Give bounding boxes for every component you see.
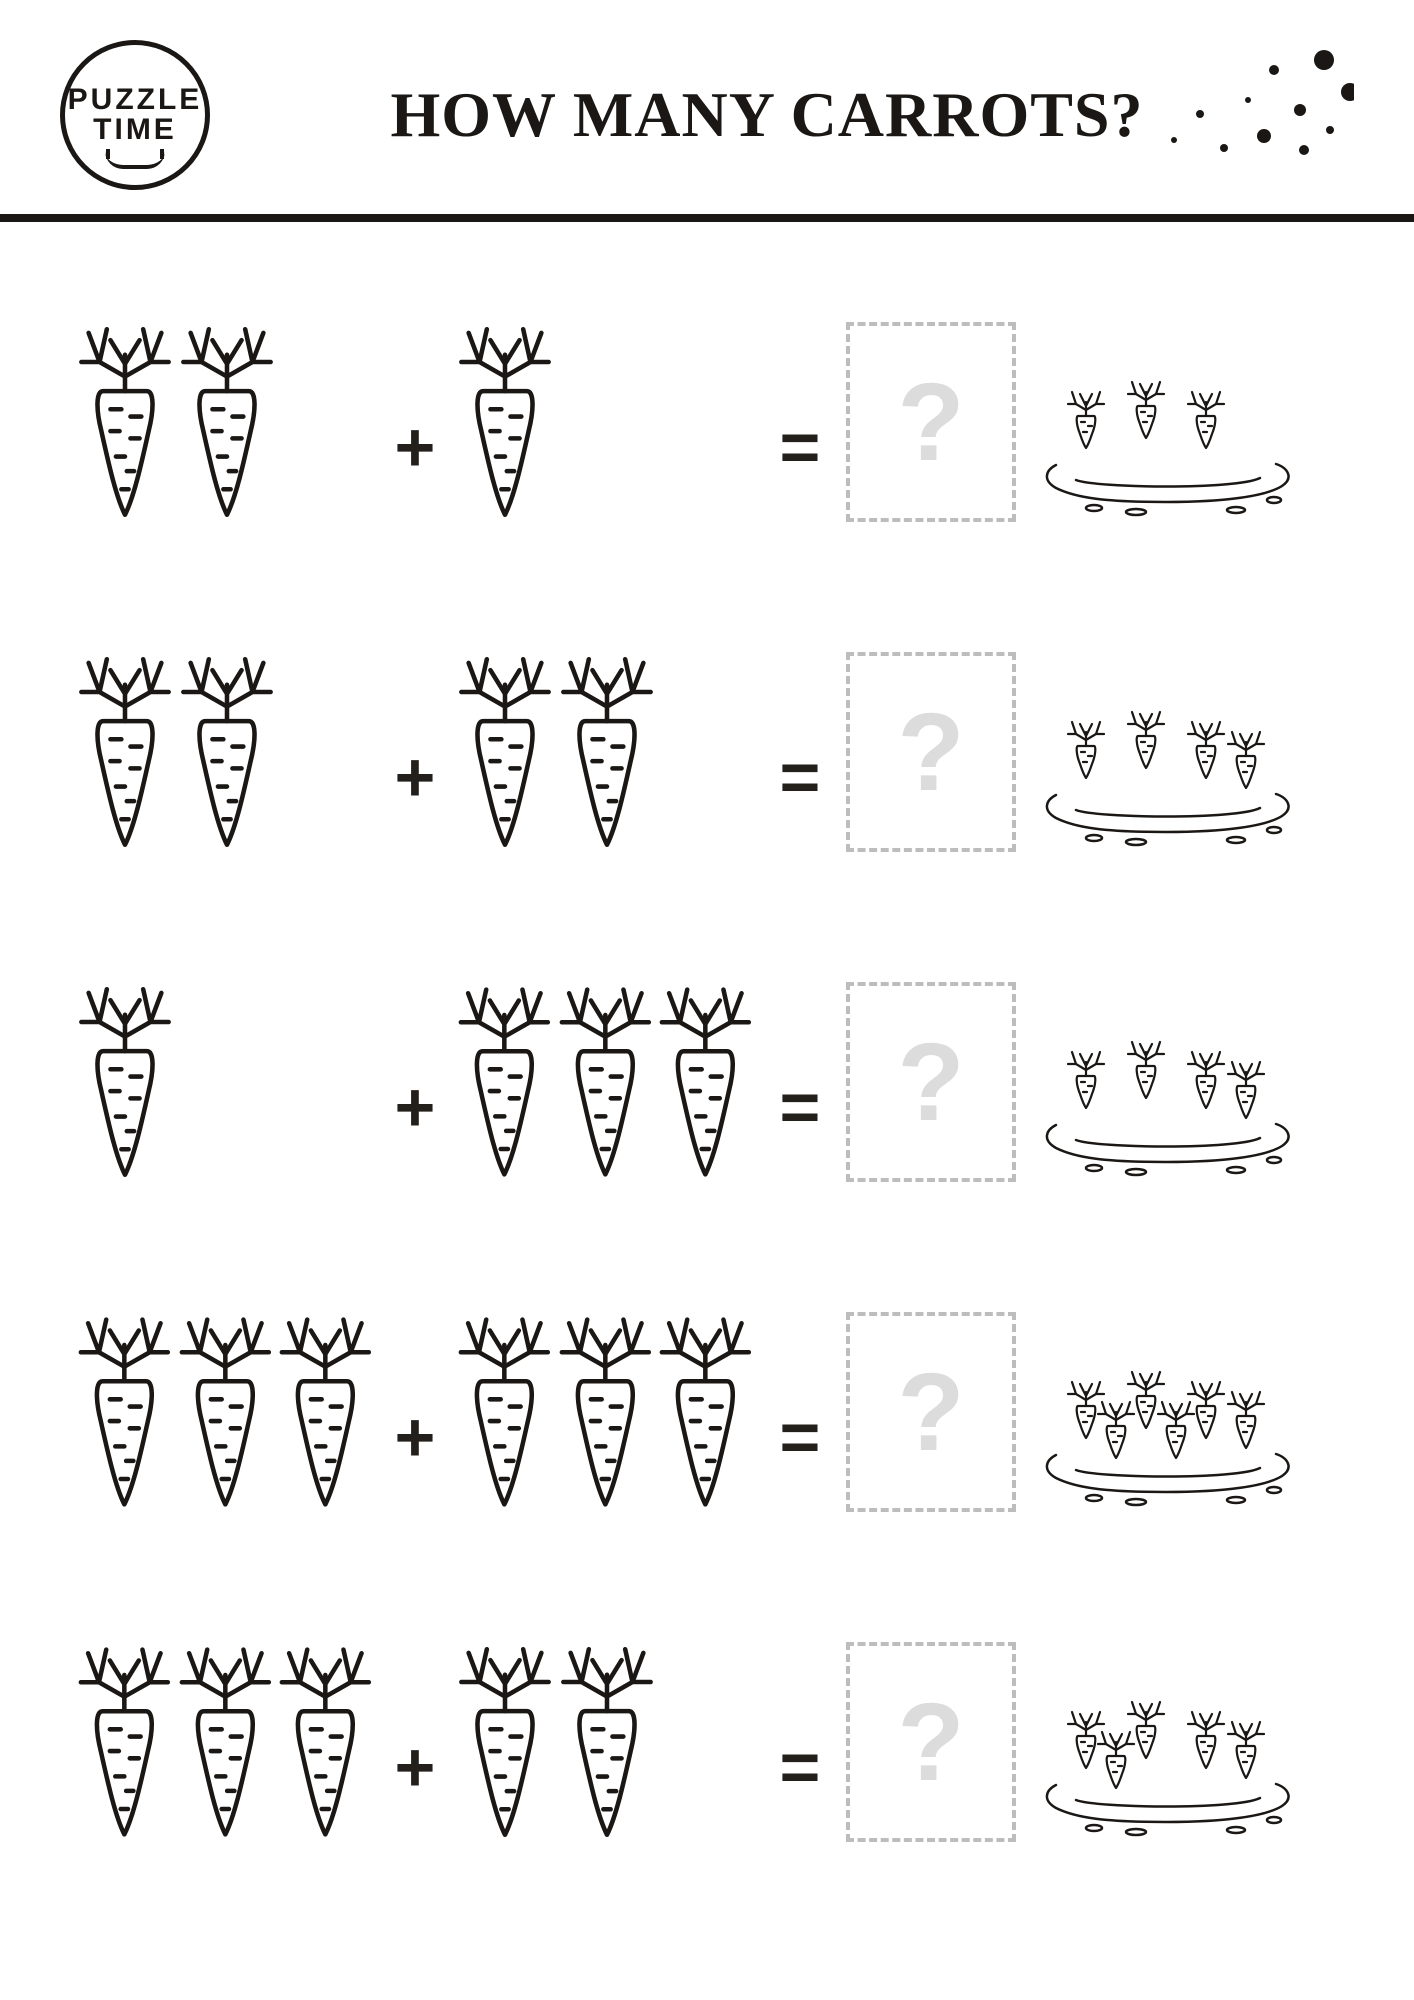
equals-op: = — [760, 412, 840, 482]
carrot-icon — [552, 652, 662, 852]
plus-op: + — [380, 742, 450, 812]
logo-line1: PUZZLE — [68, 85, 203, 115]
carrot-icon — [70, 322, 180, 522]
puzzle-time-logo: PUZZLE TIME — [60, 40, 210, 190]
right-carrot-group — [450, 1642, 760, 1842]
plus-op: + — [380, 1072, 450, 1142]
right-carrot-group — [450, 982, 760, 1182]
left-carrot-group — [70, 982, 380, 1182]
left-carrot-group — [70, 322, 380, 522]
equals-op: = — [760, 1072, 840, 1142]
carrot-icon — [450, 652, 560, 852]
carrot-patch — [1036, 1640, 1296, 1845]
right-carrot-group — [450, 1312, 760, 1512]
carrot-icon — [450, 322, 560, 522]
answer-box[interactable]: ? — [846, 652, 1016, 852]
carrot-icon — [70, 652, 180, 852]
carrot-icon — [70, 1312, 179, 1512]
carrot-patch — [1036, 650, 1296, 855]
carrot-icon — [171, 1642, 280, 1842]
plus-op: + — [380, 412, 450, 482]
plus-op: + — [380, 1402, 450, 1472]
carrot-icon — [70, 982, 180, 1182]
carrot-icon — [271, 1312, 380, 1512]
right-carrot-group — [450, 652, 760, 852]
equals-op: = — [760, 1732, 840, 1802]
carrot-icon — [552, 1642, 662, 1842]
carrot-icon — [172, 322, 282, 522]
carrot-patch — [1036, 980, 1296, 1185]
problem-list: + =? + =? + =? + =? + =? — [60, 292, 1354, 1872]
header: PUZZLE TIME HOW MANY CARROTS? — [60, 40, 1354, 214]
left-carrot-group — [70, 1642, 380, 1842]
left-carrot-group — [70, 652, 380, 852]
plus-op: + — [380, 1732, 450, 1802]
problem-row: + =? — [70, 1282, 1344, 1542]
right-carrot-group — [450, 322, 760, 522]
carrot-icon — [651, 1312, 760, 1512]
carrot-icon — [70, 1642, 179, 1842]
answer-box[interactable]: ? — [846, 1312, 1016, 1512]
answer-box[interactable]: ? — [846, 322, 1016, 522]
equals-op: = — [760, 1402, 840, 1472]
problem-row: + =? — [70, 292, 1344, 552]
answer-box[interactable]: ? — [846, 982, 1016, 1182]
problem-row: + =? — [70, 622, 1344, 882]
problem-row: + =? — [70, 1612, 1344, 1872]
carrot-icon — [651, 982, 760, 1182]
carrot-icon — [172, 652, 282, 852]
left-carrot-group — [70, 1312, 380, 1512]
carrot-icon — [551, 982, 660, 1182]
answer-box[interactable]: ? — [846, 1642, 1016, 1842]
carrot-icon — [450, 982, 559, 1182]
problem-row: + =? — [70, 952, 1344, 1212]
carrot-patch — [1036, 1310, 1296, 1515]
carrot-icon — [450, 1642, 560, 1842]
header-rule — [0, 214, 1414, 222]
carrot-icon — [551, 1312, 660, 1512]
carrot-icon — [171, 1312, 280, 1512]
carrot-icon — [450, 1312, 559, 1512]
carrot-icon — [271, 1642, 380, 1842]
equals-op: = — [760, 742, 840, 812]
decorative-dots — [1154, 40, 1354, 160]
logo-line2: TIME — [93, 115, 177, 145]
carrot-patch — [1036, 320, 1296, 525]
